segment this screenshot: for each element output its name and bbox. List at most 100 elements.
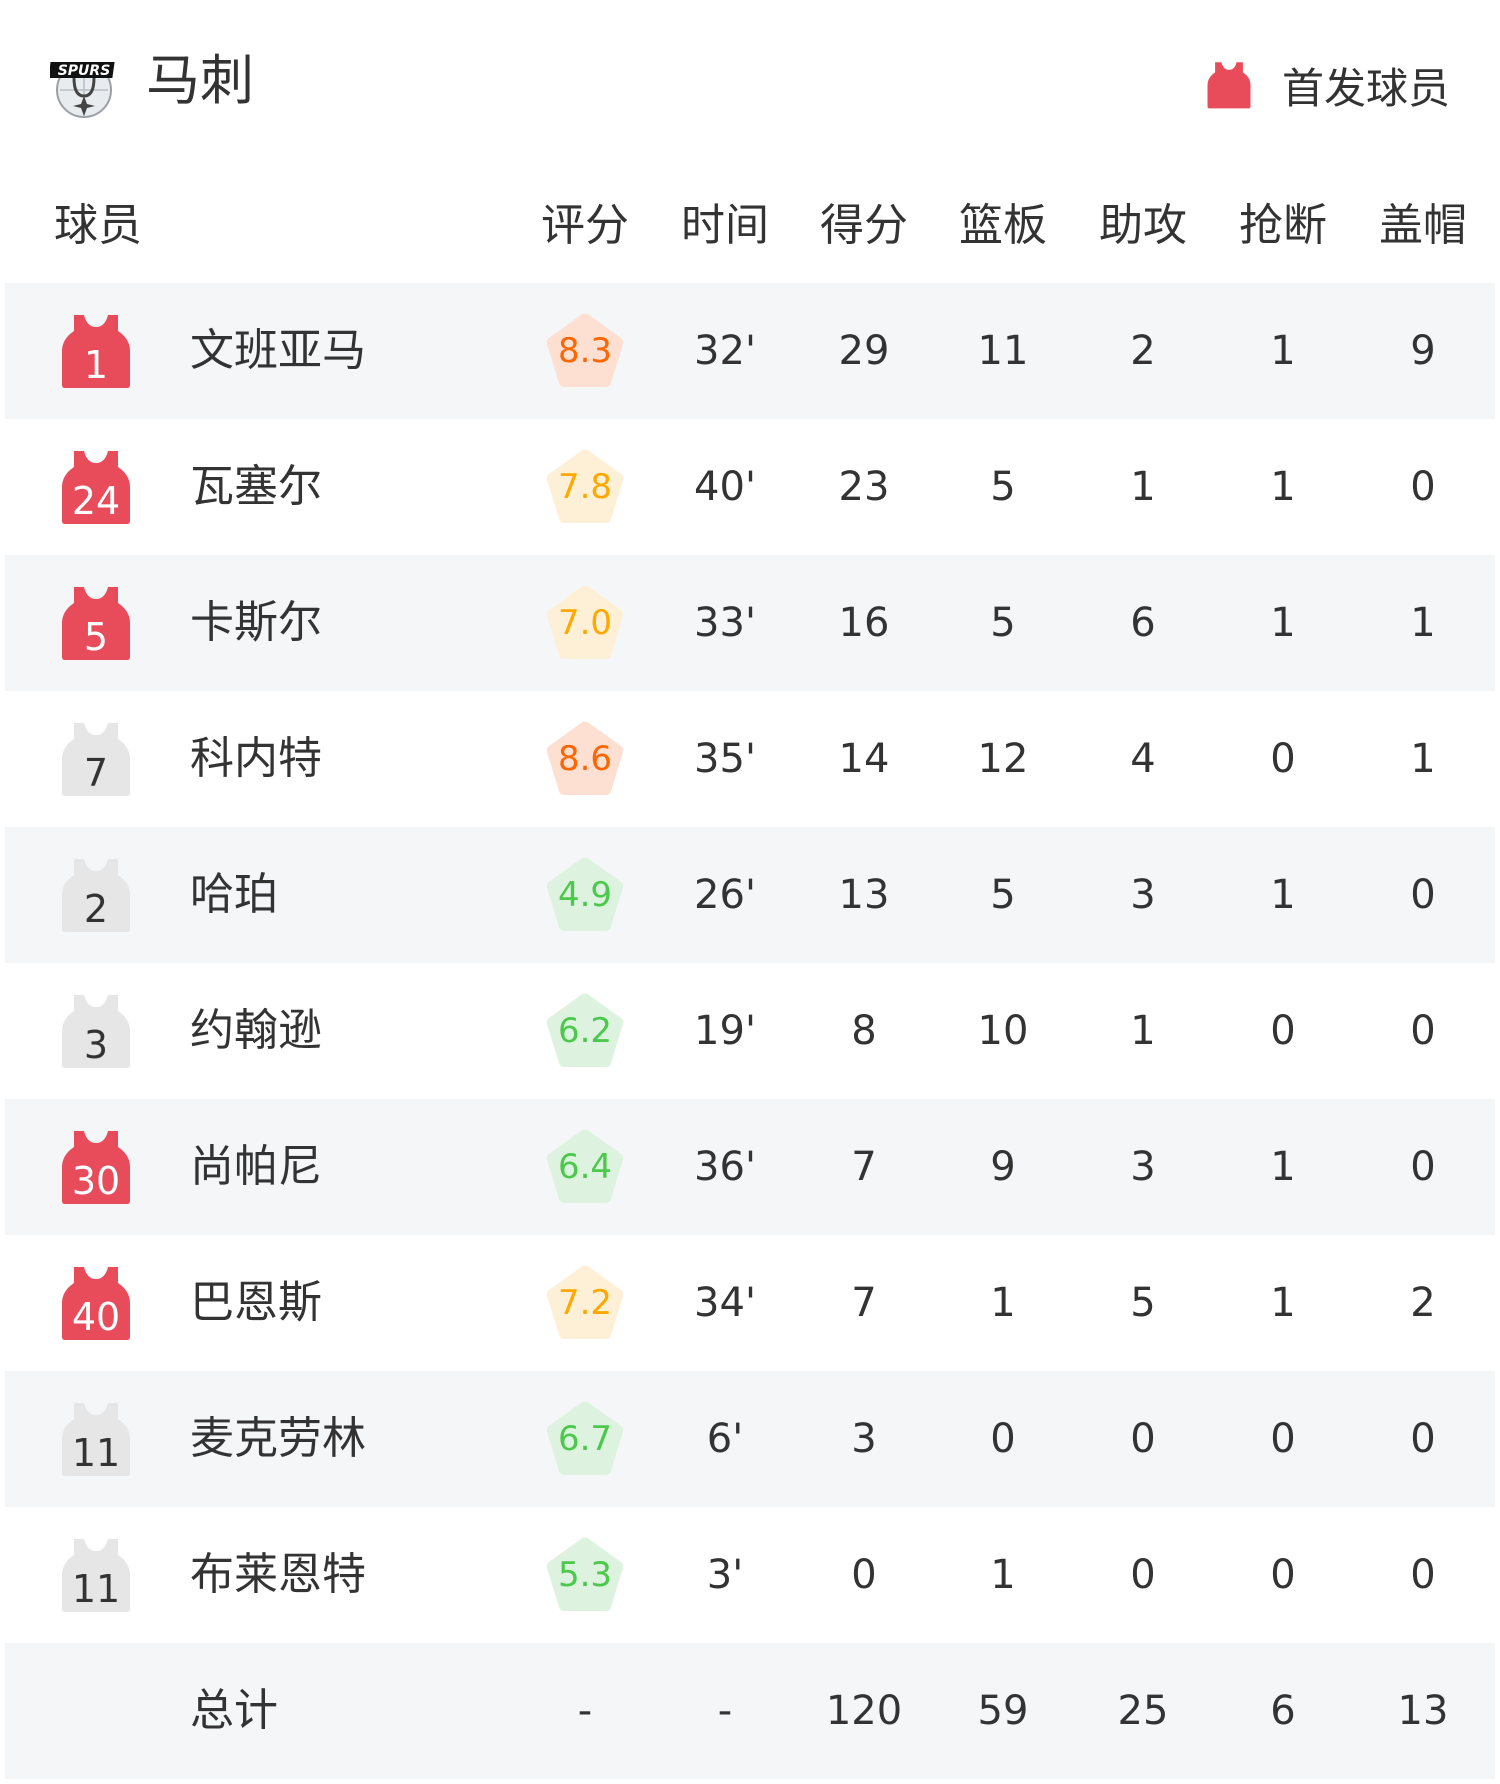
rating-value: 5.3 — [557, 1555, 613, 1595]
header-rating[interactable]: 评分 — [541, 200, 629, 251]
stat-time: 33' — [694, 600, 756, 646]
pentagon-shape — [546, 1265, 624, 1339]
legend-label: 首发球员 — [1281, 63, 1450, 113]
stat-steals: 0 — [1270, 1416, 1296, 1462]
rating-value: 6.4 — [557, 1147, 613, 1187]
jersey-number: 2 — [83, 887, 109, 931]
totals-steals: 6 — [1270, 1688, 1296, 1734]
player-row[interactable]: 40 巴恩斯 7.2 34' 7 1 5 1 2 — [5, 1235, 1495, 1371]
player-row[interactable]: 7 科内特 8.6 35' 14 12 4 0 1 — [5, 691, 1495, 827]
stat-steals: 1 — [1270, 1280, 1296, 1326]
rating-badge: 7.8 — [544, 447, 626, 527]
starter-jersey-icon: 30 — [60, 1129, 132, 1205]
pentagon-shape — [546, 1129, 624, 1203]
stat-rebounds: 5 — [990, 872, 1016, 918]
stat-rebounds: 1 — [990, 1552, 1016, 1598]
team-header: SPURS 马刺 首发球员 — [0, 0, 1500, 170]
header-blocks[interactable]: 盖帽 — [1379, 200, 1467, 251]
stat-assists: 6 — [1130, 600, 1156, 646]
stat-time: 40' — [694, 464, 756, 510]
player-name[interactable]: 卡斯尔 — [190, 597, 322, 648]
header-points[interactable]: 得分 — [820, 200, 908, 251]
bench-jersey-icon: 2 — [60, 857, 132, 933]
stat-blocks: 1 — [1410, 600, 1436, 646]
player-row[interactable]: 11 麦克劳林 6.7 6' 3 0 0 0 0 — [5, 1371, 1495, 1507]
player-row[interactable]: 24 瓦塞尔 7.8 40' 23 5 1 1 0 — [5, 419, 1495, 555]
stat-assists: 2 — [1130, 328, 1156, 374]
totals-rebounds: 59 — [977, 1688, 1029, 1734]
player-name[interactable]: 布莱恩特 — [190, 1549, 366, 1600]
player-name[interactable]: 尚帕尼 — [190, 1141, 322, 1192]
rating-value: 6.7 — [557, 1419, 613, 1459]
player-row[interactable]: 1 文班亚马 8.3 32' 29 11 2 1 9 — [5, 283, 1495, 419]
jersey-number: 7 — [83, 751, 109, 795]
rating-badge: 8.6 — [544, 719, 626, 799]
stat-points: 7 — [851, 1280, 877, 1326]
stat-blocks: 0 — [1410, 1144, 1436, 1190]
player-name[interactable]: 哈珀 — [190, 869, 278, 920]
bench-jersey-icon: 7 — [60, 721, 132, 797]
stat-assists: 1 — [1130, 464, 1156, 510]
stat-rebounds: 5 — [990, 600, 1016, 646]
pentagon-shape — [546, 449, 624, 523]
rating-value: 7.8 — [557, 467, 613, 507]
stat-rebounds: 11 — [977, 328, 1029, 374]
stat-points: 13 — [838, 872, 890, 918]
starter-jersey-icon: 5 — [60, 585, 132, 661]
team-name: 马刺 — [146, 49, 254, 112]
player-row[interactable]: 3 约翰逊 6.2 19' 8 10 1 0 0 — [5, 963, 1495, 1099]
stat-rebounds: 9 — [990, 1144, 1016, 1190]
player-row[interactable]: 2 哈珀 4.9 26' 13 5 3 1 0 — [5, 827, 1495, 963]
stat-time: 36' — [694, 1144, 756, 1190]
stat-time: 6' — [706, 1416, 744, 1462]
stat-blocks: 9 — [1410, 328, 1436, 374]
starter-jersey-icon: 24 — [60, 449, 132, 525]
totals-blocks: 13 — [1397, 1688, 1449, 1734]
header-player: 球员 — [54, 200, 142, 251]
jersey-number: 5 — [83, 615, 109, 659]
player-name[interactable]: 麦克劳林 — [190, 1413, 366, 1464]
player-name[interactable]: 科内特 — [190, 733, 322, 784]
stat-steals: 1 — [1270, 1144, 1296, 1190]
pentagon-shape — [546, 1401, 624, 1475]
stat-points: 8 — [851, 1008, 877, 1054]
rating-value: 7.0 — [557, 603, 613, 643]
column-header-row: 球员 评分 时间 得分 篮板 助攻 抢断 盖帽 — [0, 188, 1500, 263]
rating-value: 8.6 — [557, 739, 613, 779]
header-assists[interactable]: 助攻 — [1099, 200, 1187, 251]
jersey-number: 11 — [71, 1567, 121, 1611]
stat-blocks: 0 — [1410, 1008, 1436, 1054]
header-time[interactable]: 时间 — [681, 200, 769, 251]
stat-points: 14 — [838, 736, 890, 782]
stat-points: 16 — [838, 600, 890, 646]
rating-badge: 6.4 — [544, 1127, 626, 1207]
player-row[interactable]: 30 尚帕尼 6.4 36' 7 9 3 1 0 — [5, 1099, 1495, 1235]
player-name[interactable]: 文班亚马 — [190, 325, 366, 376]
header-rebounds[interactable]: 篮板 — [959, 200, 1047, 251]
player-name[interactable]: 巴恩斯 — [190, 1277, 322, 1328]
player-name[interactable]: 瓦塞尔 — [190, 461, 322, 512]
stat-points: 0 — [851, 1552, 877, 1598]
rating-value: 4.9 — [557, 875, 613, 915]
starter-legend: 首发球员 — [1206, 50, 1450, 120]
stat-steals: 1 — [1270, 600, 1296, 646]
stat-blocks: 0 — [1410, 872, 1436, 918]
bench-jersey-icon: 11 — [60, 1537, 132, 1613]
totals-rating: - — [577, 1688, 593, 1734]
jersey-number: 3 — [83, 1023, 109, 1067]
stat-blocks: 0 — [1410, 1416, 1436, 1462]
stat-time: 34' — [694, 1280, 756, 1326]
stat-blocks: 2 — [1410, 1280, 1436, 1326]
player-row[interactable]: 5 卡斯尔 7.0 33' 16 5 6 1 1 — [5, 555, 1495, 691]
header-steals[interactable]: 抢断 — [1239, 200, 1327, 251]
rating-badge: 6.7 — [544, 1399, 626, 1479]
player-row[interactable]: 11 布莱恩特 5.3 3' 0 1 0 0 0 — [5, 1507, 1495, 1643]
spurs-logo: SPURS — [50, 62, 115, 118]
stat-time: 19' — [694, 1008, 756, 1054]
totals-assists: 25 — [1117, 1688, 1169, 1734]
stat-time: 26' — [694, 872, 756, 918]
stat-assists: 1 — [1130, 1008, 1156, 1054]
stat-rebounds: 10 — [977, 1008, 1029, 1054]
player-name[interactable]: 约翰逊 — [190, 1005, 322, 1056]
stat-blocks: 1 — [1410, 736, 1436, 782]
